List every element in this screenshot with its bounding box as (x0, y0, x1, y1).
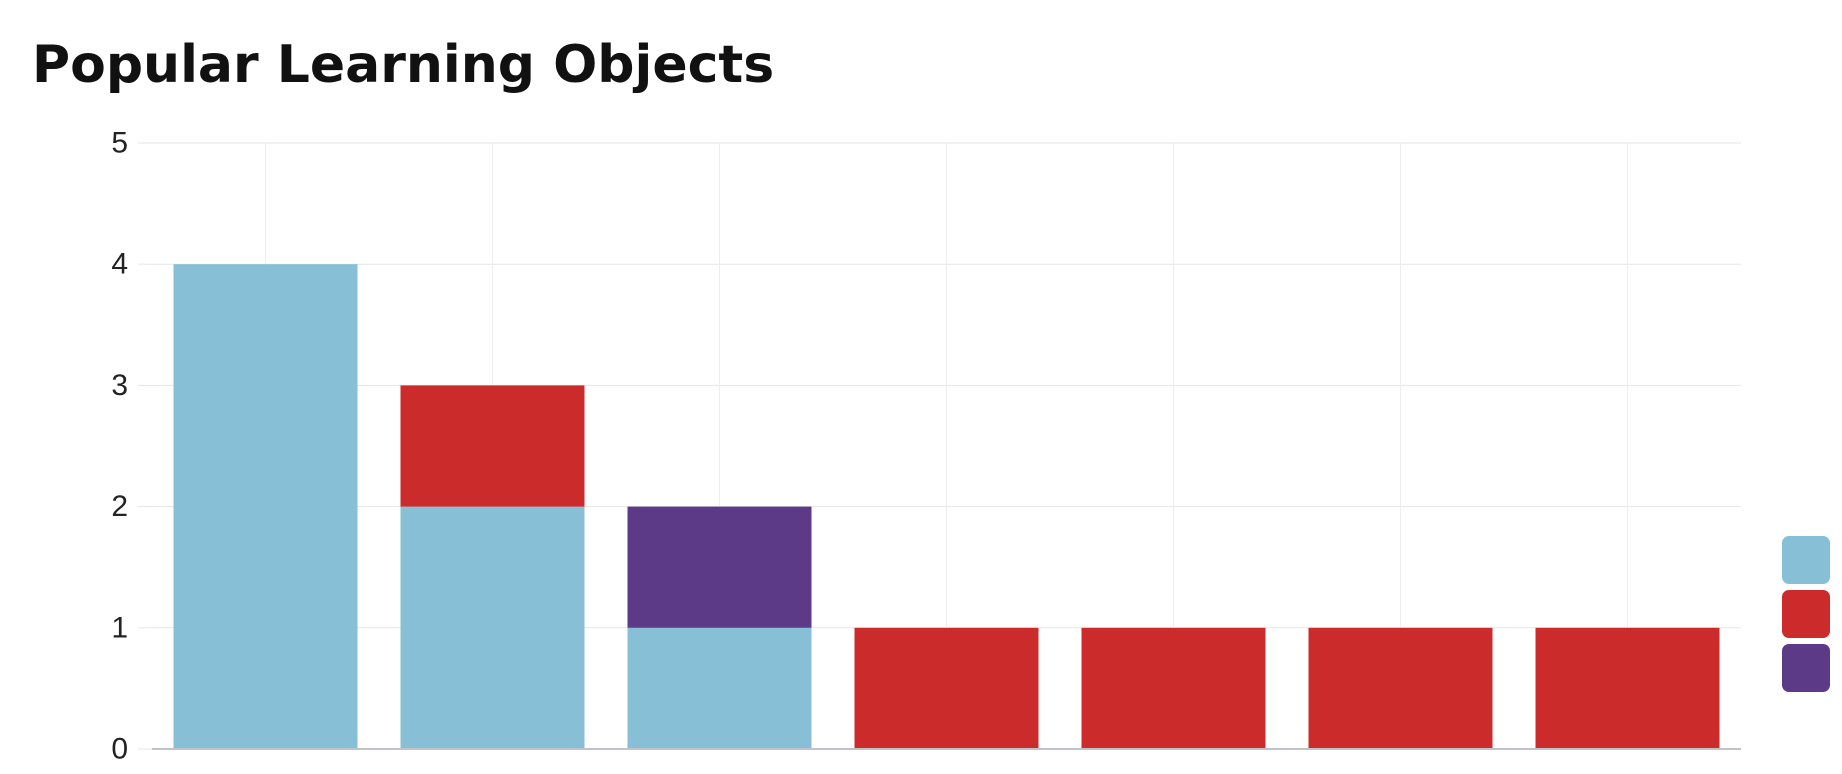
y-tick-label: 3 (111, 369, 128, 402)
bar-layer (173, 264, 1720, 749)
legend-swatch-2[interactable] (1782, 590, 1830, 638)
bar-segment-2 (1081, 627, 1266, 749)
bar-segment-2 (1535, 627, 1720, 749)
y-tick-label: 4 (111, 248, 128, 281)
bar-segment-2 (400, 385, 585, 507)
chart-title: Popular Learning Objects (32, 35, 775, 95)
y-tick-label: 2 (111, 490, 128, 523)
bar-segment-3 (627, 506, 812, 628)
legend[interactable] (1782, 536, 1830, 692)
bar-segment-1 (627, 627, 812, 749)
legend-swatch-3[interactable] (1782, 644, 1830, 692)
y-tick-label: 5 (111, 127, 128, 160)
y-tick-label: 1 (111, 611, 128, 644)
axis-layer: 0 1 2 3 4 5 (111, 127, 1741, 766)
bar-segment-1 (173, 264, 358, 749)
y-tick-label: 0 (111, 733, 128, 766)
legend-swatch-1[interactable] (1782, 536, 1830, 584)
bar-segment-1 (400, 506, 585, 749)
bar-segment-2 (854, 627, 1039, 749)
bar-segment-2 (1308, 627, 1493, 749)
